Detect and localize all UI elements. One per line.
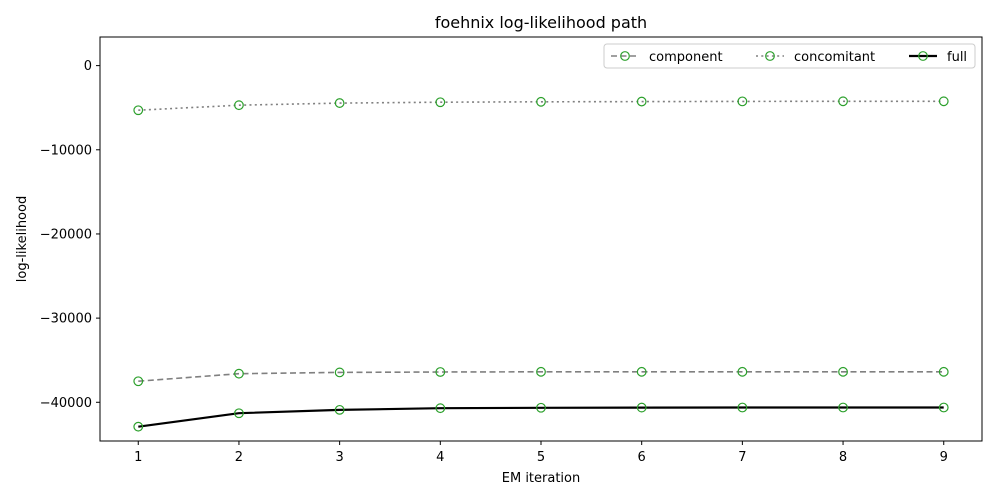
data-point-full: [636, 402, 647, 413]
legend-label-concomitant: concomitant: [794, 50, 875, 65]
series-line-full: [138, 406, 944, 428]
y-tick-label: 0: [84, 59, 92, 74]
x-tick-label: 6: [638, 450, 646, 465]
x-tick-label: 9: [940, 450, 948, 465]
x-tick-label: 2: [235, 450, 243, 465]
data-point-concomitant: [334, 98, 345, 108]
data-point-component: [334, 367, 345, 378]
data-point-component: [938, 366, 949, 377]
data-point-component: [234, 368, 244, 379]
x-tick-label: 1: [134, 450, 142, 465]
data-point-component: [536, 366, 546, 377]
data-point-component: [133, 376, 144, 387]
series-line-concomitant: [138, 100, 944, 111]
legend-marker-concomitant: [765, 51, 775, 61]
chart-title: foehnix log-likelihood path: [435, 13, 647, 32]
x-tick-label: 3: [335, 450, 343, 465]
legend-label-full: full: [947, 50, 967, 65]
data-point-full: [938, 402, 949, 413]
data-point-full: [435, 403, 446, 414]
data-point-concomitant: [838, 96, 848, 107]
legend-box: [603, 43, 976, 69]
data-point-full: [334, 404, 345, 415]
data-point-component: [838, 366, 848, 377]
data-point-component: [636, 366, 647, 377]
axes: 1 2 3 4 5 6 7 8 9 0 −10000 −20000 −30000 −40000: [40, 59, 948, 465]
data-point-concomitant: [737, 96, 748, 107]
x-tick-label: 4: [436, 450, 444, 465]
data-point-component: [737, 366, 748, 377]
y-tick-label: −30000: [40, 312, 92, 327]
data-point-full: [536, 402, 546, 413]
data-point-full: [737, 402, 748, 413]
x-axis-label: EM iteration: [502, 471, 580, 486]
data-point-concomitant: [133, 105, 144, 116]
y-tick-label: −20000: [40, 227, 92, 242]
data-point-concomitant: [636, 96, 647, 107]
data-point-concomitant: [536, 96, 546, 107]
data-point-component: [435, 367, 446, 377]
x-tick-label: 7: [738, 450, 746, 465]
data-point-concomitant: [234, 100, 244, 111]
data-point-concomitant: [435, 97, 446, 108]
legend: component concomitant full: [603, 43, 976, 69]
y-tick-label: −10000: [40, 143, 92, 158]
y-axis-label: log-likelihood: [15, 196, 30, 282]
legend-marker-full: [918, 51, 928, 61]
legend-marker-component: [620, 51, 630, 61]
x-tick-label: 5: [537, 450, 545, 465]
data-point-full: [838, 402, 848, 413]
data-point-concomitant: [938, 96, 949, 107]
data-point-full: [234, 408, 244, 419]
legend-label-component: component: [649, 50, 723, 65]
plot-area: [133, 96, 949, 432]
data-point-full: [133, 421, 144, 432]
x-tick-label: 8: [839, 450, 847, 465]
y-tick-label: −40000: [40, 396, 92, 411]
series-line-component: [138, 370, 944, 382]
